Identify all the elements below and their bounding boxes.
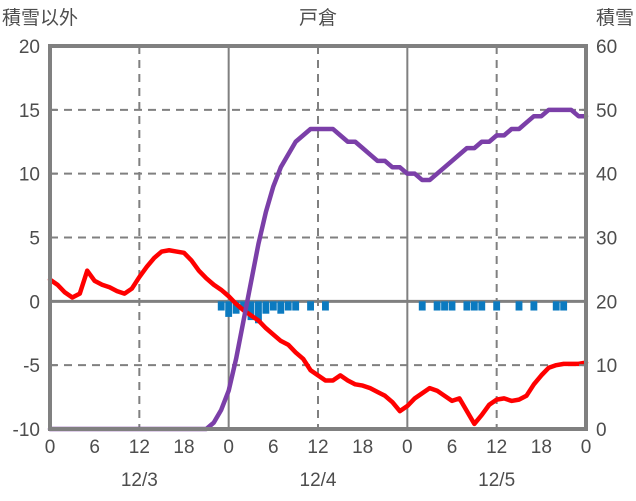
left-axis-tick-label: -10	[13, 420, 40, 441]
gridlines	[50, 46, 586, 429]
x-axis-day-labels: 12/3 12/4 12/5	[121, 470, 515, 491]
right-axis-tick-labels: 0 10 20 30 40 50 60	[579, 37, 617, 441]
precipitation-bar	[515, 301, 523, 311]
x-axis-tick-label: 6	[89, 437, 100, 458]
left-axis-tick-label: -5	[23, 356, 40, 377]
x-axis-tick-label: 18	[352, 437, 373, 458]
x-axis-day-label: 12/4	[300, 470, 337, 491]
right-axis-tick-label: 30	[596, 229, 617, 250]
right-axis-tick-label: 20	[596, 292, 617, 313]
right-axis-caption: 積雪	[596, 7, 634, 29]
precipitation-bars	[217, 301, 568, 324]
x-axis-tick-label: 18	[531, 437, 552, 458]
precipitation-bar	[322, 301, 329, 311]
precipitation-bar	[493, 301, 501, 311]
left-axis-tick-label: 5	[29, 229, 40, 250]
precipitation-bar	[448, 301, 456, 311]
precipitation-bar	[470, 301, 478, 311]
precipitation-bar	[418, 301, 426, 311]
precipitation-bar	[225, 301, 233, 317]
precipitation-bar	[277, 301, 285, 314]
x-axis-day-label: 12/5	[478, 470, 515, 491]
x-axis-tick-label: 12	[486, 437, 507, 458]
precipitation-bar	[463, 301, 471, 311]
precipitation-bar	[530, 301, 538, 311]
precipitation-bar	[292, 301, 300, 311]
left-axis-tick-label: 20	[19, 37, 40, 58]
precipitation-bar	[217, 301, 225, 311]
precipitation-bar	[307, 301, 314, 311]
precipitation-bar	[478, 301, 486, 311]
precipitation-bar	[560, 301, 568, 311]
left-axis-tick-label: 10	[19, 165, 40, 186]
right-axis-tick-label: 50	[596, 101, 617, 122]
right-axis-tick-label: 10	[596, 356, 617, 377]
x-axis-tick-label: 6	[268, 437, 279, 458]
precipitation-bar	[433, 301, 441, 311]
x-axis-tick-label: 0	[581, 437, 592, 458]
x-axis-tick-label: 6	[447, 437, 458, 458]
right-axis-tick-label: 0	[596, 420, 607, 441]
x-axis-tick-label: 12	[129, 437, 150, 458]
precipitation-bar	[255, 301, 262, 324]
x-axis-tick-label: 12	[307, 437, 328, 458]
left-axis-tick-label: 15	[19, 101, 40, 122]
precipitation-bar	[232, 301, 240, 314]
page-title: 戸倉	[299, 7, 337, 29]
temperature-line	[47, 248, 589, 427]
precipitation-bar	[269, 301, 277, 311]
x-axis-tick-label: 0	[402, 437, 413, 458]
precipitation-bar	[262, 301, 270, 314]
left-axis-caption: 積雪以外	[2, 7, 78, 29]
precipitation-bar	[247, 301, 255, 321]
x-axis-tick-label: 18	[173, 437, 194, 458]
x-axis-tick-label: 0	[45, 437, 56, 458]
precipitation-bar	[552, 301, 560, 311]
precipitation-bar	[284, 301, 292, 311]
x-axis-day-label: 12/3	[121, 470, 158, 491]
right-axis-tick-label: 40	[596, 165, 617, 186]
precipitation-bar	[240, 301, 247, 311]
right-axis-tick-label: 60	[596, 37, 617, 58]
precipitation-bar	[441, 301, 448, 311]
x-axis-tick-label: 0	[223, 437, 234, 458]
left-axis-tick-labels: -10 -5 0 5 10 15 20	[13, 37, 57, 441]
left-axis-tick-label: 0	[29, 292, 40, 313]
x-axis-tick-labels: 0 6 12 18 0 6 12 18 0 6 12 18 0	[45, 437, 592, 458]
